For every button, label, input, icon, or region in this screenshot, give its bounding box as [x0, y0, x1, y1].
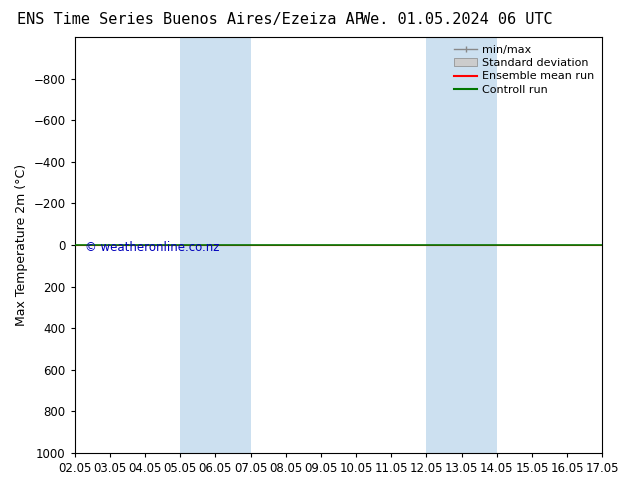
- Text: © weatheronline.co.nz: © weatheronline.co.nz: [85, 241, 220, 254]
- Bar: [180, 37, 250, 453]
- Text: We. 01.05.2024 06 UTC: We. 01.05.2024 06 UTC: [361, 12, 552, 27]
- Y-axis label: Max Temperature 2m (°C): Max Temperature 2m (°C): [15, 164, 28, 326]
- Bar: [427, 37, 497, 453]
- Text: ENS Time Series Buenos Aires/Ezeiza AP: ENS Time Series Buenos Aires/Ezeiza AP: [17, 12, 363, 27]
- Legend: min/max, Standard deviation, Ensemble mean run, Controll run: min/max, Standard deviation, Ensemble me…: [452, 43, 597, 97]
